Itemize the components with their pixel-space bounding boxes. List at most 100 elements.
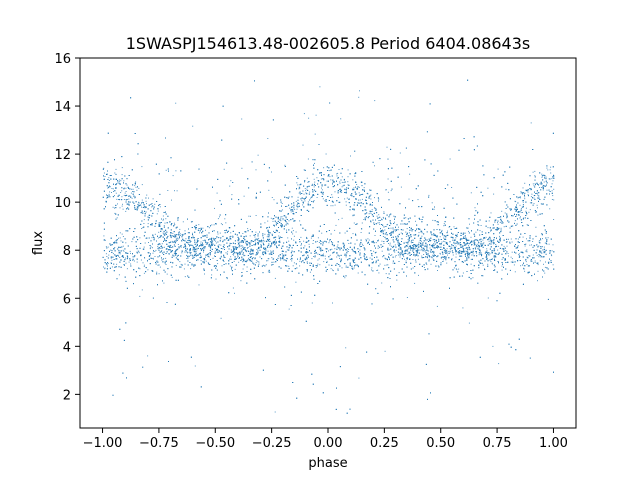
data-point (468, 245, 469, 247)
data-point (544, 242, 546, 244)
data-point (455, 237, 457, 239)
data-point (220, 238, 222, 240)
data-point (322, 194, 324, 196)
data-point (171, 276, 173, 278)
data-point (225, 252, 227, 254)
data-point (421, 247, 423, 249)
data-point (491, 263, 493, 265)
data-point (166, 273, 168, 275)
data-point (338, 169, 340, 170)
data-point (121, 167, 123, 169)
data-point (400, 232, 402, 234)
data-point (536, 204, 538, 206)
data-point (198, 246, 200, 247)
data-point (451, 258, 453, 260)
data-point (378, 214, 380, 216)
data-point (249, 243, 251, 245)
data-point (483, 242, 485, 244)
data-point (482, 246, 484, 248)
data-point (349, 264, 351, 266)
data-point (311, 183, 313, 185)
data-point (118, 255, 120, 257)
data-point (339, 201, 341, 203)
data-point (211, 224, 213, 226)
data-point (157, 246, 159, 248)
data-point (165, 264, 167, 265)
data-point (303, 201, 304, 203)
data-point (183, 268, 185, 270)
data-point (316, 177, 318, 179)
data-point (190, 268, 192, 270)
data-point (103, 235, 105, 237)
data-point (213, 238, 215, 239)
data-point (526, 224, 528, 226)
data-point (200, 260, 202, 262)
data-point (118, 274, 120, 276)
data-point (522, 236, 524, 238)
data-point (267, 138, 269, 139)
data-point (161, 259, 163, 261)
data-point (527, 194, 529, 196)
data-point (312, 243, 314, 244)
data-point (273, 230, 274, 232)
data-point (358, 186, 360, 188)
data-point (177, 237, 179, 239)
data-point (334, 248, 336, 250)
data-point (421, 249, 423, 251)
data-point (519, 256, 521, 257)
data-point (313, 178, 315, 180)
data-point (394, 251, 396, 253)
data-points (102, 79, 555, 414)
data-point (310, 197, 312, 199)
data-point (269, 246, 271, 248)
data-point (326, 260, 328, 262)
data-point (250, 241, 252, 243)
data-point (313, 256, 315, 257)
data-point (323, 178, 325, 179)
data-point (245, 242, 247, 244)
data-point (539, 260, 541, 262)
data-point (282, 218, 284, 219)
data-point (314, 256, 316, 258)
data-point (266, 227, 267, 229)
data-point (406, 228, 408, 230)
data-point (256, 260, 258, 262)
data-point (511, 258, 513, 260)
data-point (362, 245, 364, 246)
data-point (281, 209, 283, 211)
data-point (222, 239, 224, 241)
data-point (213, 239, 215, 241)
data-point (128, 195, 129, 197)
data-point (181, 251, 183, 253)
data-point (420, 245, 422, 247)
data-point (455, 245, 457, 247)
data-point (203, 248, 204, 250)
data-point (488, 237, 490, 239)
data-point (226, 278, 228, 280)
data-point (170, 249, 171, 251)
data-point (414, 255, 416, 257)
data-point (462, 307, 464, 309)
data-point (407, 235, 409, 237)
data-point (480, 225, 482, 226)
data-point (492, 345, 494, 347)
data-point (418, 245, 420, 247)
data-point (384, 350, 386, 352)
data-point (299, 257, 301, 259)
data-point (281, 253, 283, 255)
data-point (294, 208, 296, 210)
data-point (116, 263, 118, 265)
data-point (289, 207, 291, 209)
data-point (396, 240, 398, 241)
data-point (353, 187, 355, 189)
data-point (525, 210, 527, 212)
data-point (135, 186, 137, 188)
data-point (450, 246, 452, 248)
data-point (182, 221, 184, 223)
data-point (255, 215, 257, 216)
data-point (500, 227, 502, 229)
data-point (115, 255, 117, 256)
data-point (136, 261, 138, 263)
data-point (263, 240, 265, 242)
data-point (334, 229, 336, 231)
